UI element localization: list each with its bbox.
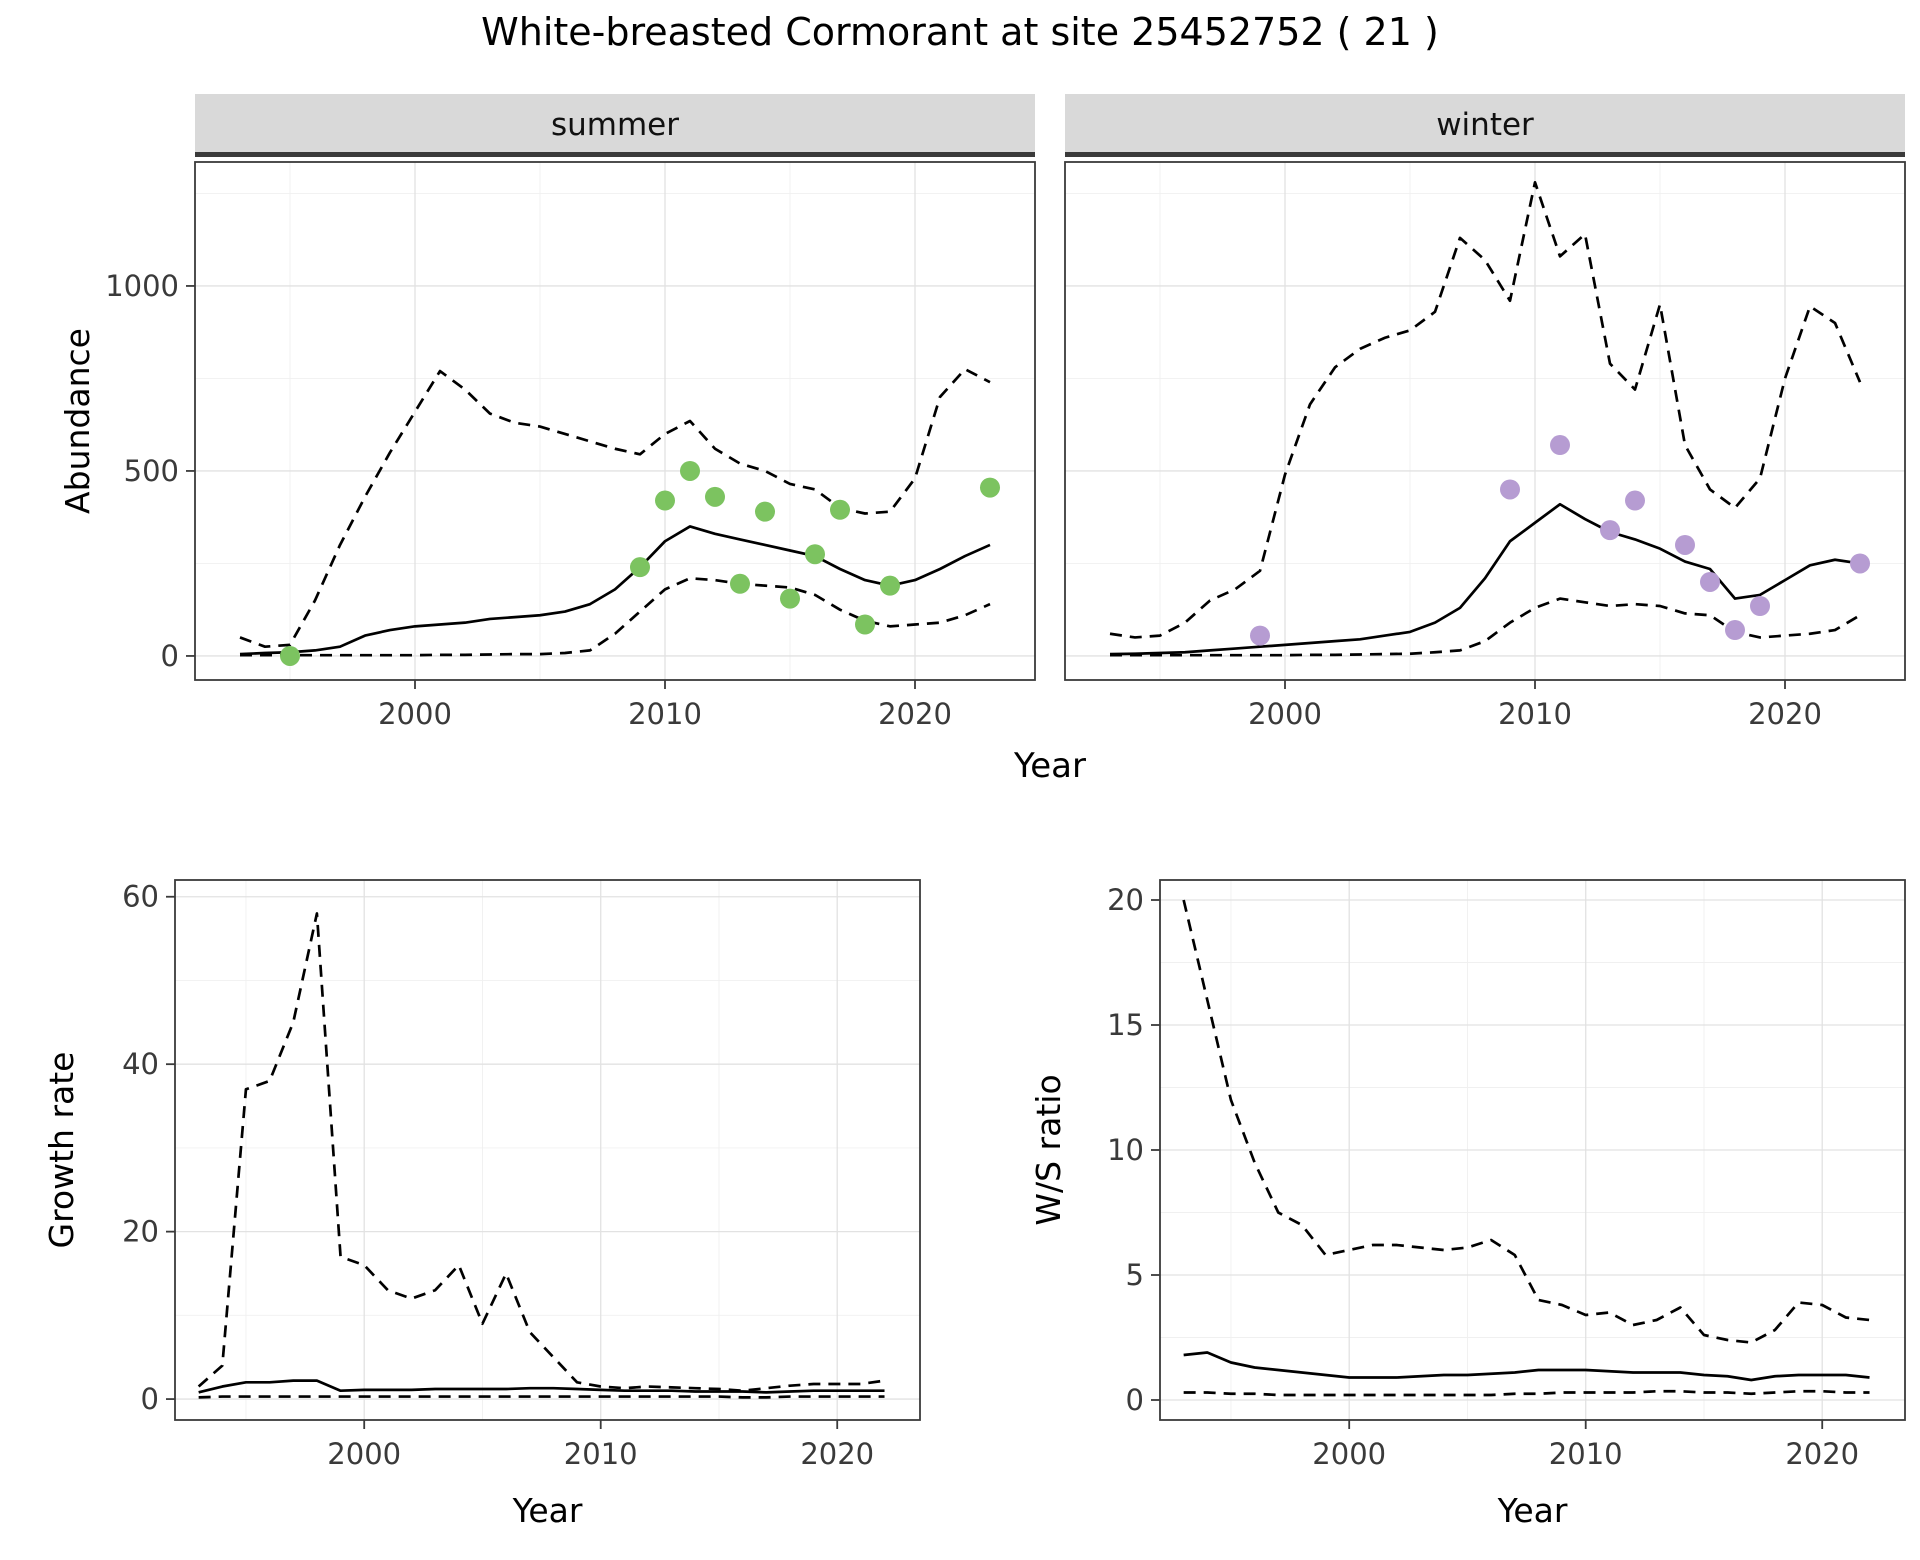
x-tick-label: 2020 <box>800 1437 874 1471</box>
data-point <box>1500 479 1520 500</box>
summer-abundance-panel: summer 2000 2010 2020 0 500 1000 Abundance <box>55 72 1040 777</box>
y-axis-label: Abundance <box>58 328 97 514</box>
panel-background <box>1065 162 1905 680</box>
y-tick-label: 0 <box>161 639 179 673</box>
data-point <box>1700 571 1720 592</box>
y-axis-label: W/S ratio <box>1029 1074 1068 1225</box>
y-tick-label: 0 <box>1126 1383 1144 1417</box>
winter-abundance-panel: winter 2000 2010 2020 <box>1045 72 1915 777</box>
y-tick-label: 5 <box>1126 1258 1144 1292</box>
facet-strip <box>1065 94 1905 152</box>
x-tick-label: 2010 <box>1549 1437 1623 1471</box>
ws-ratio-plot: 2000 2010 2020 0 5 10 15 20 W/S ratio Year <box>1029 879 1906 1530</box>
x-tick-label: 2000 <box>1248 697 1322 731</box>
data-point <box>655 490 675 511</box>
data-point <box>730 573 750 594</box>
y-tick-label: 40 <box>122 1047 159 1081</box>
x-tick-label: 2020 <box>1785 1437 1859 1471</box>
y-tick-label: 20 <box>122 1215 159 1249</box>
y-tick-label: 20 <box>1107 883 1144 917</box>
facet-label-summer: summer <box>551 107 679 143</box>
data-point <box>280 645 300 666</box>
panel-border <box>194 161 1036 681</box>
chart-title: White-breasted Cormorant at site 2545275… <box>481 10 1439 54</box>
top-row-x-axis-label: Year <box>1014 746 1086 786</box>
data-point <box>1675 534 1695 555</box>
facet-strip-underline <box>195 152 1035 157</box>
x-tick-label: 2020 <box>878 697 952 731</box>
data-point <box>1600 520 1620 541</box>
y-tick-label: 10 <box>1107 1133 1144 1167</box>
estimate-line <box>239 525 991 656</box>
estimate-line <box>198 1379 885 1394</box>
y-tick-label: 500 <box>124 454 179 488</box>
y-axis-label: Growth rate <box>42 1052 81 1249</box>
lower-ci-line <box>240 576 991 657</box>
y-tick-label: 1000 <box>105 269 179 303</box>
y-tick-label: 60 <box>122 880 159 914</box>
facet-label-winter: winter <box>1436 107 1534 143</box>
ws-ratio-panel: 2000 2010 2020 0 5 10 15 20 W/S ratio Year <box>965 855 1915 1555</box>
data-point <box>980 477 1000 498</box>
panel-border <box>1064 161 1906 681</box>
upper-ci-line <box>239 367 991 649</box>
data-point <box>755 501 775 522</box>
lower-ci-line <box>198 1395 885 1399</box>
growth-rate-panel: 2000 2010 2020 0 20 40 60 Growth rate Year <box>35 855 945 1555</box>
data-point <box>1625 490 1645 511</box>
data-point <box>1725 620 1745 641</box>
panel-background <box>195 162 1035 680</box>
x-tick-label: 2020 <box>1748 697 1822 731</box>
growth-rate-plot: 2000 2010 2020 0 20 40 60 Growth rate Year <box>42 879 921 1530</box>
data-point <box>630 557 650 578</box>
estimate-line <box>1183 1351 1870 1382</box>
data-point <box>830 499 850 520</box>
panel-background <box>175 880 920 1420</box>
data-point <box>880 575 900 596</box>
x-tick-label: 2000 <box>378 697 452 731</box>
data-point <box>1550 435 1570 456</box>
data-point <box>855 614 875 635</box>
x-axis-label: Year <box>1497 1491 1568 1530</box>
x-tick-label: 2000 <box>1312 1437 1386 1471</box>
panel-border <box>174 879 921 1421</box>
data-point <box>1850 553 1870 574</box>
facet-strip-underline <box>1065 152 1905 157</box>
data-point <box>805 544 825 565</box>
x-tick-label: 2010 <box>628 697 702 731</box>
data-point <box>705 486 725 507</box>
lower-ci-line <box>1183 1389 1870 1397</box>
upper-ci-line <box>1182 899 1870 1344</box>
data-point <box>680 460 700 481</box>
y-tick-label: 0 <box>141 1382 159 1416</box>
data-point <box>1250 625 1270 646</box>
y-tick-label: 15 <box>1107 1008 1144 1042</box>
upper-ci-line <box>197 912 885 1393</box>
estimate-line <box>1109 502 1861 656</box>
facet-strip <box>195 94 1035 152</box>
data-point <box>780 588 800 609</box>
x-tick-label: 2010 <box>564 1437 638 1471</box>
x-axis-label: Year <box>512 1491 583 1530</box>
winter-abundance-plot: winter 2000 2010 2020 <box>1064 94 1906 731</box>
x-tick-label: 2000 <box>327 1437 401 1471</box>
x-tick-label: 2010 <box>1498 697 1572 731</box>
data-point <box>1750 596 1770 616</box>
